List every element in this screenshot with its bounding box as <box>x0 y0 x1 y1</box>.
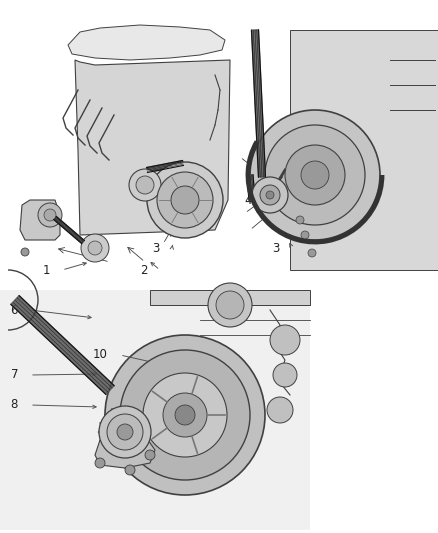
Text: 3: 3 <box>152 241 160 254</box>
Circle shape <box>145 450 155 460</box>
Text: 4: 4 <box>244 193 252 206</box>
Circle shape <box>296 216 304 224</box>
Polygon shape <box>147 160 184 173</box>
Circle shape <box>125 465 135 475</box>
Circle shape <box>129 169 161 201</box>
Circle shape <box>95 458 105 468</box>
Text: 2: 2 <box>141 263 148 277</box>
Circle shape <box>216 291 244 319</box>
Polygon shape <box>54 216 84 244</box>
Text: 10: 10 <box>93 349 108 361</box>
Circle shape <box>175 405 195 425</box>
Circle shape <box>301 231 309 239</box>
Circle shape <box>308 249 316 257</box>
Circle shape <box>171 186 199 214</box>
Text: 7: 7 <box>11 368 18 382</box>
Polygon shape <box>20 200 60 240</box>
Text: 8: 8 <box>11 399 18 411</box>
Circle shape <box>270 325 300 355</box>
Circle shape <box>208 283 252 327</box>
Text: 1: 1 <box>42 263 50 277</box>
Text: 6: 6 <box>11 303 18 317</box>
Circle shape <box>252 177 288 213</box>
Circle shape <box>81 234 109 262</box>
Polygon shape <box>0 290 310 530</box>
Polygon shape <box>247 175 255 200</box>
Circle shape <box>163 393 207 437</box>
Text: 5: 5 <box>245 168 252 182</box>
Polygon shape <box>251 30 265 177</box>
Text: 9: 9 <box>174 458 182 472</box>
Circle shape <box>21 248 29 256</box>
Circle shape <box>147 162 223 238</box>
Circle shape <box>105 335 265 495</box>
Polygon shape <box>11 296 114 394</box>
Circle shape <box>267 397 293 423</box>
Circle shape <box>88 241 102 255</box>
Text: 3: 3 <box>272 241 280 254</box>
FancyBboxPatch shape <box>290 30 438 270</box>
Polygon shape <box>68 25 225 60</box>
Circle shape <box>117 424 133 440</box>
Circle shape <box>301 161 329 189</box>
Circle shape <box>266 191 274 199</box>
Circle shape <box>38 203 62 227</box>
Polygon shape <box>150 290 310 305</box>
Circle shape <box>143 373 227 457</box>
Polygon shape <box>95 437 155 468</box>
Circle shape <box>44 209 56 221</box>
Circle shape <box>265 125 365 225</box>
Circle shape <box>285 145 345 205</box>
Circle shape <box>136 176 154 194</box>
Circle shape <box>99 406 151 458</box>
Circle shape <box>107 414 143 450</box>
Circle shape <box>250 110 380 240</box>
Circle shape <box>157 172 213 228</box>
Polygon shape <box>75 60 230 235</box>
Circle shape <box>260 185 280 205</box>
Circle shape <box>120 350 250 480</box>
Circle shape <box>273 363 297 387</box>
